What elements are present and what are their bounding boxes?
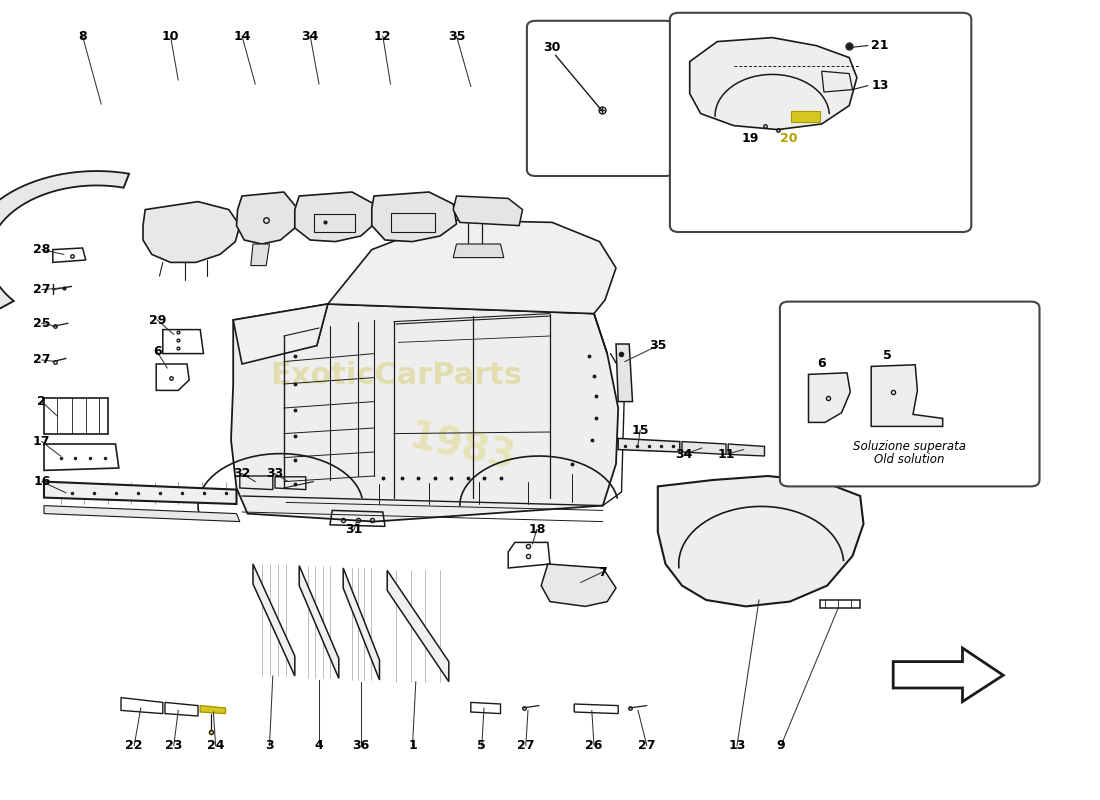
Text: 14: 14 <box>233 30 251 42</box>
Text: ExoticCarParts: ExoticCarParts <box>270 362 522 390</box>
Text: 35: 35 <box>448 30 465 42</box>
Text: 13: 13 <box>728 739 746 752</box>
Text: 22: 22 <box>125 739 143 752</box>
Text: 29: 29 <box>148 314 166 326</box>
Polygon shape <box>0 171 129 310</box>
Text: 30: 30 <box>543 41 561 54</box>
Polygon shape <box>200 706 225 714</box>
Polygon shape <box>728 444 764 456</box>
Polygon shape <box>44 482 236 504</box>
Text: 8: 8 <box>78 30 87 42</box>
Text: 36: 36 <box>352 739 370 752</box>
Text: 10: 10 <box>162 30 179 42</box>
Polygon shape <box>871 365 943 426</box>
Text: 5: 5 <box>883 349 892 362</box>
Polygon shape <box>541 564 616 606</box>
Text: 20: 20 <box>780 132 798 145</box>
Polygon shape <box>372 192 456 242</box>
Text: 3: 3 <box>265 739 274 752</box>
Text: 25: 25 <box>33 317 51 330</box>
Text: 5: 5 <box>477 739 486 752</box>
Text: 27: 27 <box>33 354 51 366</box>
Polygon shape <box>658 476 864 606</box>
Text: 18: 18 <box>528 523 546 536</box>
FancyBboxPatch shape <box>527 21 674 176</box>
Text: 33: 33 <box>266 467 284 480</box>
Bar <box>390 213 435 232</box>
Polygon shape <box>253 564 295 676</box>
Polygon shape <box>44 506 240 522</box>
Polygon shape <box>328 220 616 314</box>
Text: 1983: 1983 <box>405 418 519 478</box>
Polygon shape <box>233 304 328 364</box>
Polygon shape <box>690 38 857 130</box>
Polygon shape <box>453 244 504 258</box>
Text: 12: 12 <box>374 30 392 42</box>
Polygon shape <box>791 111 820 122</box>
Text: 1: 1 <box>408 739 417 752</box>
Text: 28: 28 <box>33 243 51 256</box>
Bar <box>314 214 355 232</box>
Polygon shape <box>251 244 270 266</box>
Text: Soluzione superata: Soluzione superata <box>854 440 966 453</box>
Text: 27: 27 <box>33 283 51 296</box>
Text: 4: 4 <box>315 739 323 752</box>
Polygon shape <box>143 202 240 262</box>
FancyBboxPatch shape <box>780 302 1040 486</box>
Text: 31: 31 <box>345 523 363 536</box>
Polygon shape <box>387 570 449 682</box>
Text: 34: 34 <box>301 30 319 42</box>
Text: 26: 26 <box>585 739 603 752</box>
Text: 6: 6 <box>817 358 826 370</box>
Polygon shape <box>299 566 339 678</box>
Text: 21: 21 <box>871 39 889 52</box>
Polygon shape <box>893 648 1003 702</box>
Polygon shape <box>231 304 618 522</box>
Text: 11: 11 <box>717 448 735 461</box>
Polygon shape <box>453 196 522 226</box>
Text: 16: 16 <box>33 475 51 488</box>
Text: 15: 15 <box>631 424 649 437</box>
Text: 32: 32 <box>233 467 251 480</box>
Text: 9: 9 <box>777 739 785 752</box>
Polygon shape <box>616 344 632 402</box>
Text: 27: 27 <box>638 739 656 752</box>
Text: 2: 2 <box>37 395 46 408</box>
Text: 17: 17 <box>33 435 51 448</box>
Polygon shape <box>682 442 726 454</box>
Text: 7: 7 <box>598 566 607 578</box>
FancyBboxPatch shape <box>670 13 971 232</box>
Text: 13: 13 <box>871 79 889 92</box>
Polygon shape <box>343 568 379 680</box>
Text: 19: 19 <box>741 132 759 145</box>
Polygon shape <box>236 192 297 244</box>
Text: 24: 24 <box>207 739 224 752</box>
Text: 34: 34 <box>675 448 693 461</box>
Text: Old solution: Old solution <box>874 454 945 466</box>
Text: 35: 35 <box>649 339 667 352</box>
Text: 23: 23 <box>165 739 183 752</box>
Text: 27: 27 <box>517 739 535 752</box>
Polygon shape <box>295 192 376 242</box>
Polygon shape <box>618 438 680 452</box>
Text: 6: 6 <box>153 346 162 358</box>
Polygon shape <box>808 373 850 422</box>
